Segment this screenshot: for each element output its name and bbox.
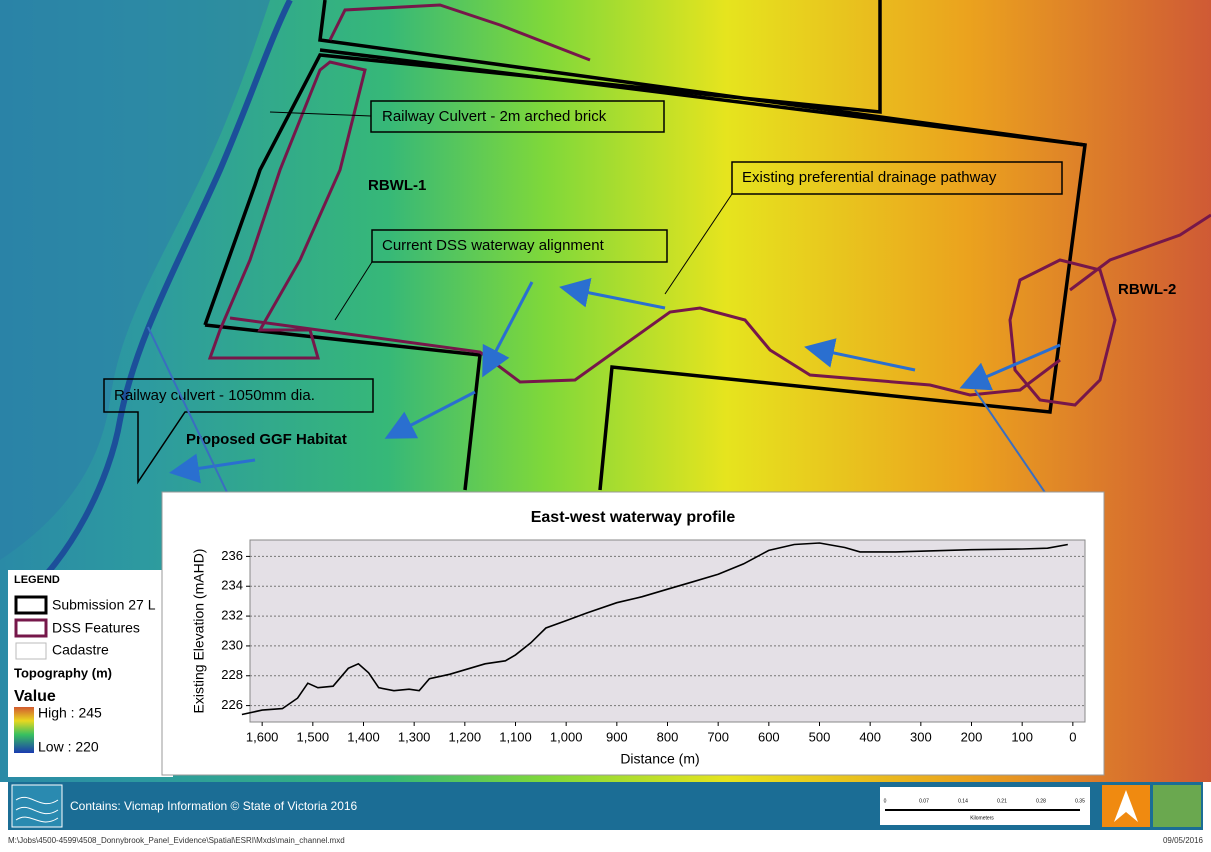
x-tick-label: 300 xyxy=(910,729,932,744)
map-figure: Railway Culvert - 2m arched brick RBWL-1… xyxy=(0,0,1211,847)
scale-label: 0.14 xyxy=(958,798,968,804)
x-tick-label: 400 xyxy=(859,729,881,744)
x-tick-label: 1,100 xyxy=(499,729,532,744)
map-label: Current DSS waterway alignment xyxy=(382,237,605,254)
legend-heading: Topography (m) xyxy=(14,665,112,680)
date: 09/05/2016 xyxy=(1163,836,1204,845)
x-tick-label: 0 xyxy=(1069,729,1076,744)
x-tick-label: 1,600 xyxy=(246,729,279,744)
x-tick-label: 1,000 xyxy=(550,729,583,744)
legend-label: DSS Features xyxy=(52,620,140,636)
map-label: Existing preferential drainage pathway xyxy=(742,169,997,186)
x-axis-label: Distance (m) xyxy=(620,751,699,767)
legend-title: LEGEND xyxy=(14,574,60,586)
x-tick-label: 600 xyxy=(758,729,780,744)
x-tick-label: 1,400 xyxy=(347,729,380,744)
y-tick-label: 236 xyxy=(221,548,243,563)
x-tick-label: 900 xyxy=(606,729,628,744)
logo xyxy=(1153,785,1201,827)
legend-ramp xyxy=(14,707,34,753)
legend-label: Cadastre xyxy=(52,642,109,658)
x-tick-label: 200 xyxy=(961,729,983,744)
map-label: RBWL-2 xyxy=(1118,281,1176,298)
y-tick-label: 234 xyxy=(221,578,243,593)
scale-label: 0 xyxy=(884,798,887,804)
chart-title: East-west waterway profile xyxy=(531,509,736,526)
x-tick-label: 500 xyxy=(809,729,831,744)
x-tick-label: 1,500 xyxy=(297,729,330,744)
scale-label: 0.21 xyxy=(997,798,1007,804)
file-path: M:\Jobs\4500-4599\4508_Donnybrook_Panel_… xyxy=(8,836,345,845)
scale-label: 0.28 xyxy=(1036,798,1046,804)
legend-label: High : 245 xyxy=(38,705,102,721)
map-label: RBWL-1 xyxy=(368,177,426,194)
map-label: Railway Culvert - 2m arched brick xyxy=(382,108,607,125)
scale-label: 0.35 xyxy=(1075,798,1085,804)
credit: Contains: Vicmap Information © State of … xyxy=(70,799,358,813)
x-tick-label: 800 xyxy=(657,729,679,744)
y-tick-label: 228 xyxy=(221,667,243,682)
scale-unit: Kilometers xyxy=(970,815,994,821)
page: Railway Culvert - 2m arched brick RBWL-1… xyxy=(0,0,1211,847)
scale-label: 0.07 xyxy=(919,798,929,804)
plot-area xyxy=(250,540,1085,722)
x-tick-label: 1,200 xyxy=(449,729,482,744)
y-tick-label: 226 xyxy=(221,697,243,712)
map-label: Railway culvert - 1050mm dia. xyxy=(114,387,315,404)
x-tick-label: 1,300 xyxy=(398,729,431,744)
legend-label: Submission 27 L xyxy=(52,597,156,613)
y-axis-label: Existing Elevation (mAHD) xyxy=(191,549,207,714)
y-tick-label: 230 xyxy=(221,637,243,652)
x-tick-label: 100 xyxy=(1011,729,1033,744)
legend-label: Low : 220 xyxy=(38,739,99,755)
profile-chart: East-west waterway profile Distance (m) … xyxy=(162,492,1104,775)
map-label: Proposed GGF Habitat xyxy=(186,431,347,448)
x-tick-label: 700 xyxy=(707,729,729,744)
legend-heading: Value xyxy=(14,688,56,705)
y-tick-label: 232 xyxy=(221,608,243,623)
